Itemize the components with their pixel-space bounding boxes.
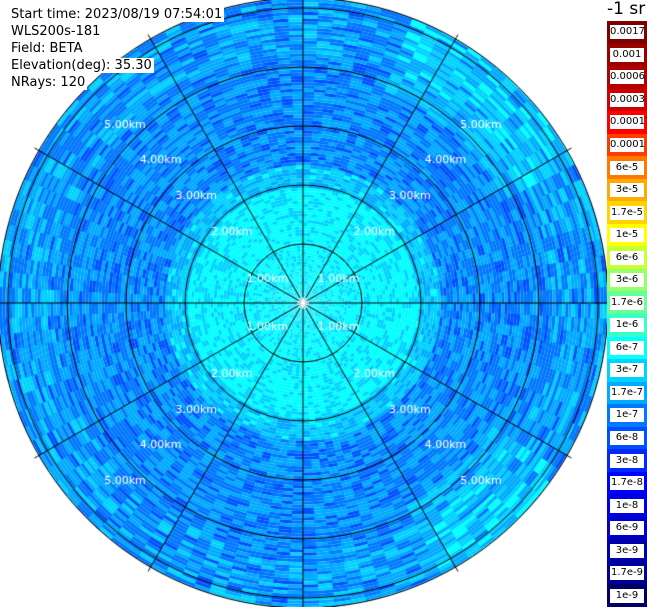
elevation-text: Elevation(deg): 35.30 (11, 58, 154, 73)
scan-info: Start time: 2023/08/19 07:54:01 WLS200s-… (11, 6, 225, 91)
colorbar-label: 0.001 (610, 47, 644, 62)
colorbar-label: 1.7e-7 (610, 385, 644, 400)
colorbar-label: 3e-5 (610, 183, 644, 198)
colorbar-title: -1 sr (607, 0, 646, 19)
colorbar-label: 0.0017 (610, 25, 645, 40)
colorbar: 0.0017 0.001 0.0006 0.0003 0.00017 0.0001 6e-5… (607, 21, 647, 607)
colorbar-label: 6e-9 (610, 521, 644, 536)
colorbar-label: 1e-7 (610, 408, 644, 423)
colorbar-label: 1.7e-6 (610, 295, 644, 310)
colorbar-label: 0.0006 (610, 70, 645, 85)
colorbar-label: 1e-5 (610, 228, 644, 243)
colorbar-label: 3e-8 (610, 453, 644, 468)
colorbar-label: 3e-6 (610, 273, 644, 288)
ppi-scan-plot (0, 0, 607, 607)
colorbar-label: 3e-9 (610, 543, 644, 558)
instrument-text: WLS200s-181 (11, 24, 103, 39)
colorbar-label: 1e-9 (610, 588, 644, 603)
colorbar-label: 0.00017 (610, 115, 647, 130)
colorbar-label: 0.0001 (610, 137, 645, 152)
field-text: Field: BETA (11, 41, 85, 56)
colorbar-label: 6e-7 (610, 340, 644, 355)
colorbar-label: 1.7e-8 (610, 476, 644, 491)
colorbar-label: 1e-6 (610, 318, 644, 333)
colorbar-label: 6e-8 (610, 430, 644, 445)
colorbar-label: 3e-7 (610, 363, 644, 378)
colorbar-label: 6e-5 (610, 160, 644, 175)
colorbar-label: 1.7e-9 (610, 566, 644, 581)
colorbar-label: 1e-8 (610, 498, 644, 513)
nrays-text: NRays: 120 (11, 75, 88, 90)
start-time-text: Start time: 2023/08/19 07:54:01 (11, 7, 225, 22)
colorbar-label: 0.0003 (610, 92, 645, 107)
colorbar-label: 6e-6 (610, 250, 644, 265)
colorbar-label: 1.7e-5 (610, 205, 644, 220)
